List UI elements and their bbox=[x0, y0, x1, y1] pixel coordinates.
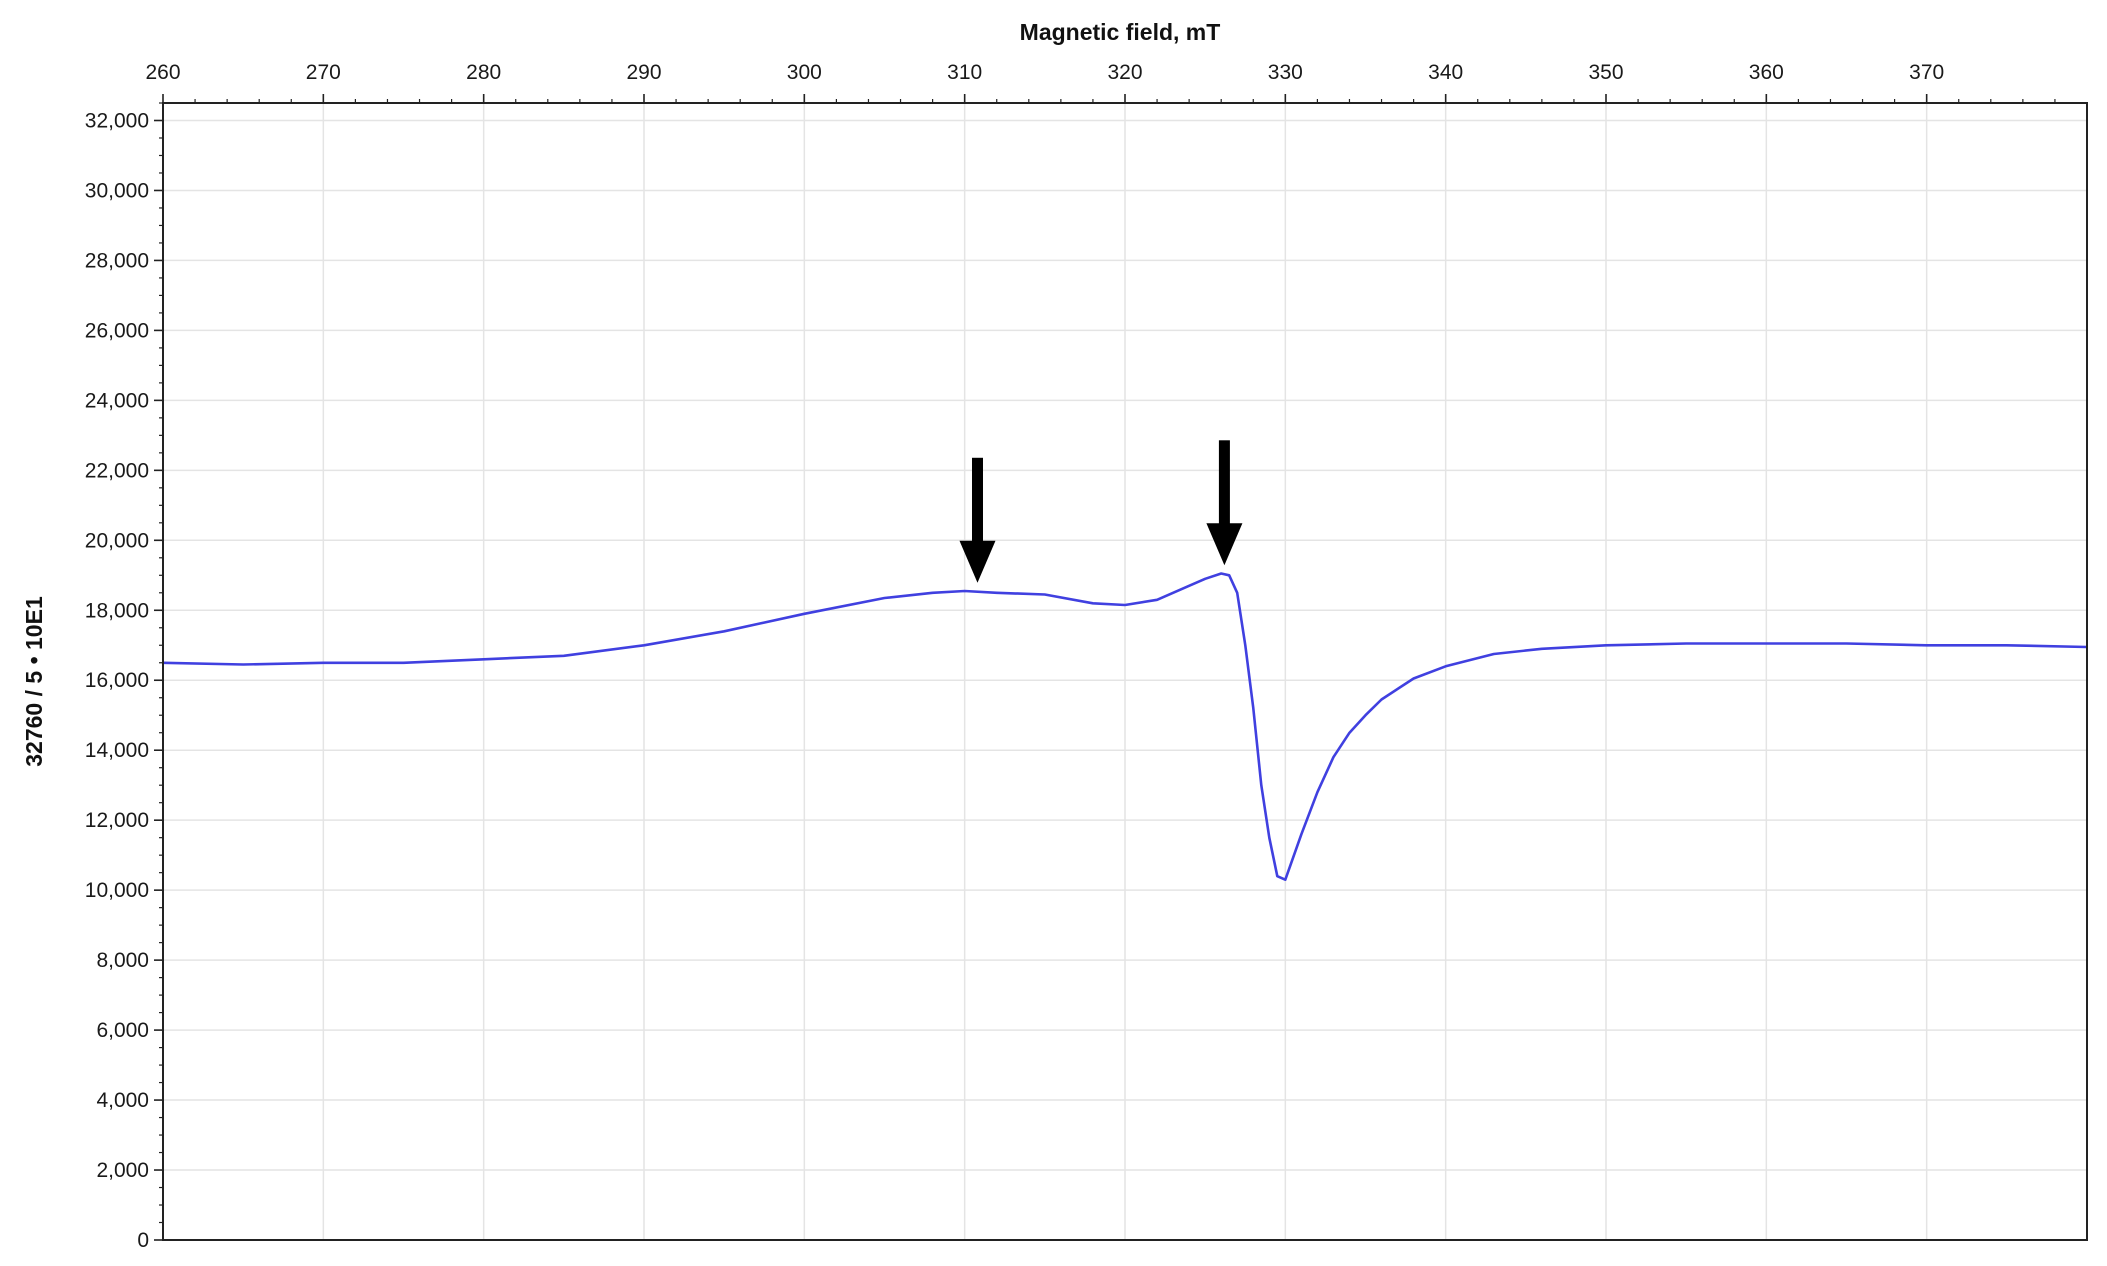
y-tick-label: 14,000 bbox=[85, 739, 149, 762]
x-tick-label: 350 bbox=[1588, 61, 1623, 84]
y-tick-label: 4,000 bbox=[96, 1089, 149, 1112]
x-tick-label: 280 bbox=[466, 61, 501, 84]
y-tick-label: 24,000 bbox=[85, 389, 149, 412]
y-tick-label: 6,000 bbox=[96, 1019, 149, 1042]
x-tick-label: 310 bbox=[947, 61, 982, 84]
y-tick-label: 10,000 bbox=[85, 879, 149, 902]
series-line bbox=[162, 572, 2088, 881]
x-axis-title: Magnetic field, mT bbox=[1020, 19, 1221, 45]
x-tick-label: 370 bbox=[1909, 61, 1944, 84]
arrow-head bbox=[959, 540, 996, 583]
y-tick-label: 0 bbox=[137, 1229, 149, 1252]
grid-lines bbox=[162, 103, 2087, 1240]
arrow-annotation bbox=[1206, 440, 1243, 566]
x-axis: 260 270 280 290 300 310 320 330 340 350 360 370 bbox=[145, 61, 2056, 103]
x-tick-label: 360 bbox=[1749, 61, 1784, 84]
y-tick-label: 22,000 bbox=[85, 459, 149, 482]
y-tick-label: 32,000 bbox=[85, 109, 149, 132]
arrow-shaft bbox=[1218, 440, 1230, 536]
y-tick-label: 12,000 bbox=[85, 809, 149, 832]
series-layer bbox=[162, 572, 2088, 881]
x-tick-label: 270 bbox=[306, 61, 341, 84]
x-tick-label: 290 bbox=[626, 61, 661, 84]
y-axis-title: 32760 / 5 • 10E1 bbox=[21, 596, 47, 767]
y-tick-label: 8,000 bbox=[96, 949, 149, 972]
arrow-shaft bbox=[971, 457, 983, 553]
x-tick-label: 340 bbox=[1428, 61, 1463, 84]
y-tick-label: 16,000 bbox=[85, 669, 149, 692]
arrow-head bbox=[1206, 523, 1243, 566]
y-tick-label: 28,000 bbox=[85, 249, 149, 272]
y-tick-label: 2,000 bbox=[96, 1159, 149, 1182]
annotation-layer bbox=[959, 440, 1243, 583]
arrow-annotation bbox=[959, 457, 996, 583]
y-tick-label: 20,000 bbox=[85, 529, 149, 552]
x-tick-label: 320 bbox=[1107, 61, 1142, 84]
y-axis: 0 2,000 4,000 6,000 8,000 10,000 12,000 14,000 1… bbox=[85, 102, 163, 1252]
y-tick-label: 26,000 bbox=[85, 319, 149, 342]
x-tick-label: 260 bbox=[145, 61, 180, 84]
y-tick-label: 18,000 bbox=[85, 599, 149, 622]
x-tick-label: 330 bbox=[1268, 61, 1303, 84]
y-tick-label: 30,000 bbox=[85, 179, 149, 202]
x-tick-label: 300 bbox=[787, 61, 822, 84]
